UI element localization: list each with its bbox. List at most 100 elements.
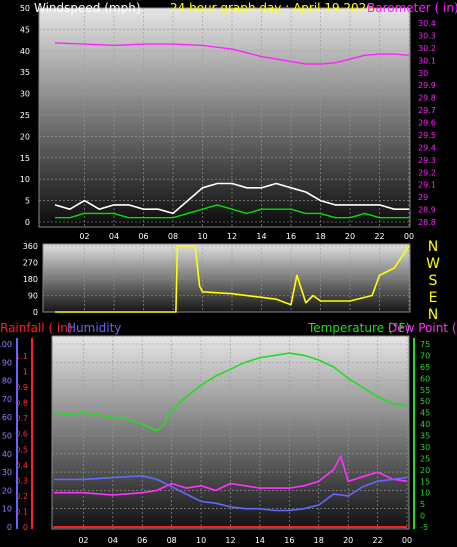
x-tick-label: 02: [78, 536, 88, 545]
y-tick-label: 0: [25, 218, 30, 227]
y-tick-label: 100: [0, 340, 12, 349]
humidity-line: [54, 474, 408, 512]
y-tick-label: 40: [20, 47, 30, 56]
temperature-humidity-panel: 0102030405060708090100 00.10.20.30.40.50…: [0, 321, 457, 545]
series-bottom: [53, 352, 408, 528]
y-tick-label: 70: [420, 351, 430, 360]
y-tick-label: 35: [420, 432, 430, 441]
humidity-axis: 0 10 20 30 40 50 60 70 80 90 100: [0, 340, 12, 532]
y-tick-label: 80: [2, 377, 12, 386]
temperature-label: Temperature (°F): [307, 321, 410, 335]
windspeed-line: [54, 182, 409, 215]
y-tick-label: 29.2: [418, 168, 436, 177]
y-tick-label: 60: [2, 413, 12, 422]
y-tick-label: 60: [420, 374, 430, 383]
y-tick-label: 30: [2, 468, 12, 477]
humidity-label: Humidity: [67, 321, 121, 335]
compass-letter: S: [429, 273, 438, 289]
y-tick-label: 20: [20, 132, 30, 141]
date-label: 24 hour graph day : April 19 2026: [170, 1, 374, 15]
time-axis-bottom: 02 04 06 08 10 12 14 16 18 20 22 00: [78, 536, 412, 545]
y-tick-label: 50: [20, 4, 30, 13]
x-tick-label: 06: [137, 536, 147, 545]
windspeed-axis: 0 5 10 15 20 25 30 35 40 45 50: [20, 4, 30, 227]
y-tick-label: 0.7: [15, 414, 28, 423]
compass-letter: N: [428, 239, 438, 255]
y-tick-label: 75: [420, 340, 430, 349]
y-tick-label: 30.1: [418, 56, 436, 65]
y-tick-label: 40: [420, 420, 430, 429]
y-tick-label: 30.3: [418, 31, 436, 40]
y-tick-label: 30.2: [418, 44, 436, 53]
y-tick-label: 45: [420, 409, 430, 418]
x-tick-label: 12: [225, 536, 235, 545]
y-tick-label: 30: [418, 69, 428, 78]
y-tick-label: 55: [420, 386, 430, 395]
y-tick-label: 10: [20, 175, 30, 184]
y-tick-label: 0.5: [15, 445, 28, 454]
x-tick-label: 14: [256, 232, 266, 241]
x-tick-label: 00: [404, 232, 414, 241]
x-tick-label: 16: [286, 232, 296, 241]
x-tick-label: 18: [315, 232, 325, 241]
y-tick-label: 1.1: [15, 352, 28, 361]
y-tick-label: 0.2: [15, 492, 28, 501]
x-tick-label: 06: [138, 232, 148, 241]
dewpoint-line: [54, 455, 408, 496]
y-tick-label: 65: [420, 363, 430, 372]
y-tick-label: 25: [420, 454, 430, 463]
direction-line: [55, 245, 410, 313]
dewpoint-label: Dew Point (°F): [388, 321, 457, 335]
windavg-line: [55, 204, 409, 219]
y-tick-label: 0.8: [15, 399, 28, 408]
time-axis-top: 02 04 06 08 10 12 14 16 18 20 22 00: [79, 232, 414, 241]
x-tick-label: 08: [167, 536, 177, 545]
y-tick-label: 20: [2, 486, 12, 495]
compass-letter: E: [429, 290, 438, 306]
y-tick-label: 0.6: [15, 430, 28, 439]
x-tick-label: 10: [196, 536, 206, 545]
y-tick-label: 29.9: [418, 81, 436, 90]
y-tick-label: 29: [418, 193, 428, 202]
barometer-label: Barometer ( in): [367, 1, 457, 15]
y-tick-label: 29.5: [418, 131, 436, 140]
y-tick-label: 30.4: [418, 19, 436, 28]
y-tick-label: 40: [2, 450, 12, 459]
y-tick-label: 29.6: [418, 119, 436, 128]
y-tick-label: 5: [25, 197, 30, 206]
y-tick-label: 29.8: [418, 94, 436, 103]
plot-area-top: [38, 7, 411, 228]
rainfall-label: Rainfall ( in): [0, 321, 73, 335]
y-tick-label: 1: [23, 368, 28, 377]
temperature-axis: -5 0 5 10 15 20 25 30 35 40 45 50 55 60 65 70 75: [420, 340, 430, 532]
series-top: [54, 42, 410, 219]
y-tick-label: 15: [20, 154, 30, 163]
y-tick-label: 29.7: [418, 106, 436, 115]
y-tick-label: 10: [420, 489, 430, 498]
series-direction: [55, 245, 410, 313]
x-tick-label: 04: [109, 232, 119, 241]
barometer-line: [54, 42, 410, 65]
y-tick-label: 45: [20, 25, 30, 34]
x-tick-label: 04: [108, 536, 118, 545]
y-tick-label: 0: [23, 523, 28, 532]
y-tick-label: 270: [23, 259, 38, 268]
y-tick-label: 29.1: [418, 181, 436, 190]
y-tick-label: 20: [420, 466, 430, 475]
x-tick-label: 20: [343, 536, 353, 545]
direction-axis: 0 90 180 270 360: [23, 242, 38, 317]
y-tick-label: 0: [33, 308, 38, 317]
y-tick-label: 0.1: [15, 507, 28, 516]
y-tick-label: 50: [420, 397, 430, 406]
y-tick-label: 0: [420, 512, 425, 521]
x-tick-label: 16: [284, 536, 294, 545]
temperature-line: [53, 352, 408, 432]
rainfall-axis: 0 0.1 0.2 0.3 0.4 0.5 0.6 0.7 0.8 0.9 1 1.1: [15, 352, 28, 532]
y-tick-label: 29.4: [418, 143, 436, 152]
y-tick-label: 5: [420, 500, 425, 509]
y-tick-label: 90: [28, 292, 38, 301]
y-tick-label: 50: [2, 432, 12, 441]
